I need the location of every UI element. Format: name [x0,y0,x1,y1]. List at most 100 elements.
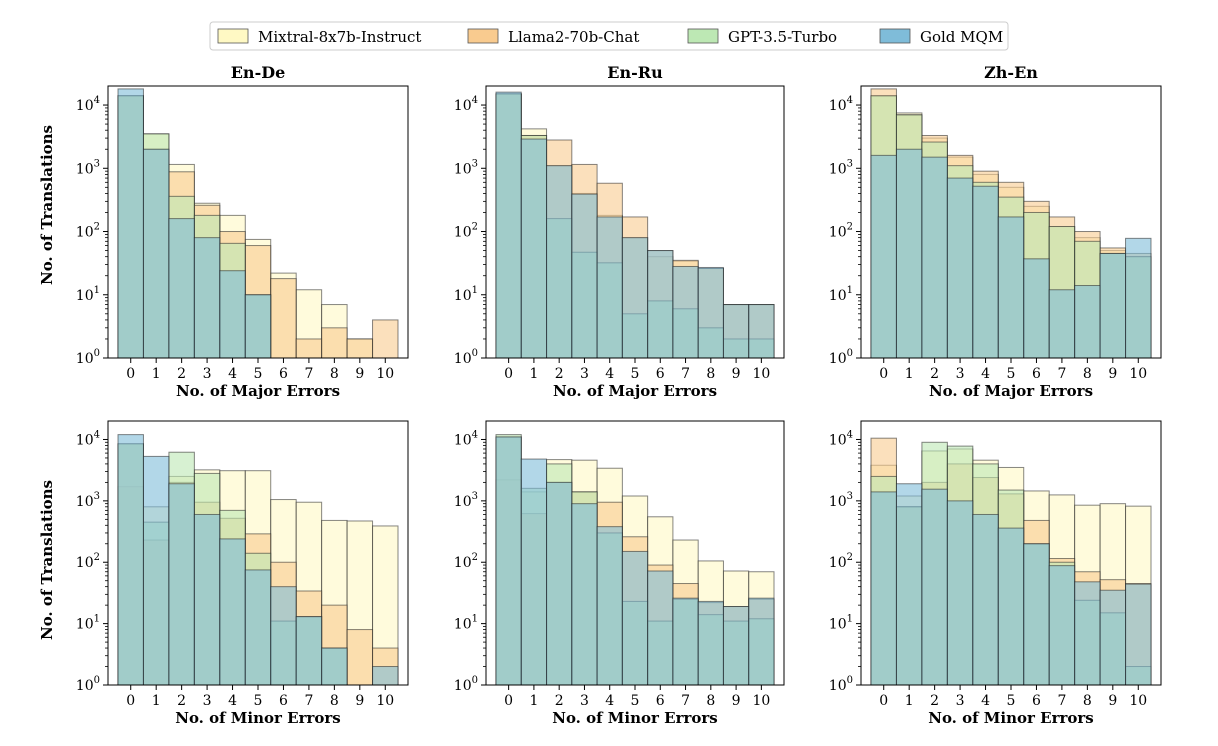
y-tick-label: 100 [829,348,853,367]
series-gold-mqm [870,148,1152,359]
x-tick-label: 9 [355,366,364,382]
y-tick-label: 103 [829,158,853,177]
x-tick-label: 0 [879,366,888,382]
y-tick-label: 102 [454,222,478,241]
bar-gold-mqm-1 [895,148,923,359]
bar-llama2-70b-chat-10 [372,319,399,359]
x-tick-label: 7 [1057,366,1066,382]
bar-gold-mqm-3 [193,513,221,686]
bar-gold-mqm-10 [1125,237,1152,359]
y-tick-label: 101 [76,614,100,633]
x-tick-label: 6 [279,693,288,709]
bar-gold-mqm-7 [1048,565,1076,686]
y-tick-label: 102 [829,222,853,241]
y-tick-label: 104 [829,95,853,114]
y-tick-label: 102 [829,552,853,571]
y-tick-label: 100 [454,348,478,367]
bar-gold-mqm-5 [244,294,272,359]
legend-frame [209,21,1009,51]
bar-gold-mqm-7 [672,597,699,686]
bar-gold-mqm-9 [722,606,750,686]
x-tick-label: 4 [228,693,237,709]
x-tick-label: 3 [580,366,589,382]
bar-gold-mqm-3 [193,237,221,359]
bar-gold-mqm-10 [372,666,399,686]
y-tick-label: 103 [76,491,100,510]
bar-gold-mqm-0 [117,88,144,359]
x-tick-label: 6 [1032,693,1041,709]
x-tick-label: 2 [555,366,564,382]
x-tick-label: 9 [732,366,741,382]
bar-gold-mqm-8 [697,266,724,359]
bar-gold-mqm-7 [295,616,323,686]
bar-gold-mqm-0 [870,491,897,686]
y-tick-label: 103 [829,491,853,510]
bar-gold-mqm-1 [520,458,548,686]
bar-gold-mqm-4 [596,526,623,686]
x-tick-label: 7 [304,693,313,709]
bar-gold-mqm-0 [117,434,144,686]
bar-gold-mqm-7 [1048,289,1076,359]
bar-gold-mqm-8 [1074,285,1101,359]
x-tick-label: 3 [956,366,965,382]
bar-llama2-70b-chat-7 [295,338,323,359]
x-tick-label: 10 [1129,366,1147,382]
x-tick-label: 9 [1108,366,1117,382]
bar-gold-mqm-10 [748,304,775,359]
x-tick-label: 6 [1032,366,1041,382]
x-tick-label: 3 [956,693,965,709]
y-tick-label: 101 [829,285,853,304]
x-tick-label: 1 [529,693,538,709]
x-tick-label: 3 [580,693,589,709]
bar-gold-mqm-1 [895,483,923,686]
x-tick-label: 8 [330,366,339,382]
bar-gold-mqm-4 [972,185,999,359]
x-tick-label: 1 [905,366,914,382]
y-tick-label: 101 [829,614,853,633]
x-tick-label: 7 [1057,693,1066,709]
legend-label-gpt: GPT-3.5-Turbo [728,28,837,46]
bar-gold-mqm-4 [219,538,246,686]
x-axis-label: No. of Major Errors [553,382,717,400]
bar-gold-mqm-4 [972,513,999,686]
x-axis-label: No. of Major Errors [929,382,1093,400]
bar-gold-mqm-3 [946,177,974,359]
bar-gold-mqm-5 [244,569,272,686]
y-axis-label-bottom: No. of Translations [38,480,56,640]
bar-gold-mqm-5 [621,237,649,359]
bar-gold-mqm-10 [1125,583,1152,686]
bar-gold-mqm-0 [495,436,522,686]
bar-gold-mqm-5 [621,550,649,686]
x-tick-label: 1 [905,693,914,709]
x-tick-label: 5 [254,366,263,382]
x-tick-label: 0 [126,693,135,709]
y-tick-label: 103 [454,491,478,510]
bar-gold-mqm-8 [697,600,724,686]
bar-llama2-70b-chat-6 [270,278,297,359]
bar-gold-mqm-8 [321,647,348,686]
x-tick-label: 9 [732,693,741,709]
bar-gold-mqm-1 [142,148,170,359]
y-tick-label: 104 [76,95,100,114]
panel-5: 100 101 102 103 104 0 1 2 3 4 5 6 7 8 9 10 No. of Minor … [454,420,785,727]
y-tick-label: 102 [76,552,100,571]
panel-title: En-Ru [607,63,663,82]
bar-gold-mqm-5 [997,216,1025,359]
x-tick-label: 10 [376,693,394,709]
x-tick-label: 4 [981,366,990,382]
x-tick-label: 5 [631,693,640,709]
panel-4: 100 101 102 103 104 0 1 2 3 4 5 6 7 8 9 10 No. of Minor … [76,420,409,727]
legend-swatch-gpt [687,28,719,44]
x-tick-label: 7 [681,366,690,382]
x-tick-label: 4 [605,366,614,382]
y-tick-label: 100 [829,675,853,694]
legend-swatch-mixtral [217,28,249,44]
x-tick-label: 7 [304,366,313,382]
bar-gold-mqm-1 [520,138,548,359]
y-tick-label: 102 [76,222,100,241]
x-tick-label: 1 [152,693,161,709]
y-tick-label: 104 [454,429,478,448]
x-tick-label: 0 [879,693,888,709]
x-tick-label: 10 [752,366,770,382]
